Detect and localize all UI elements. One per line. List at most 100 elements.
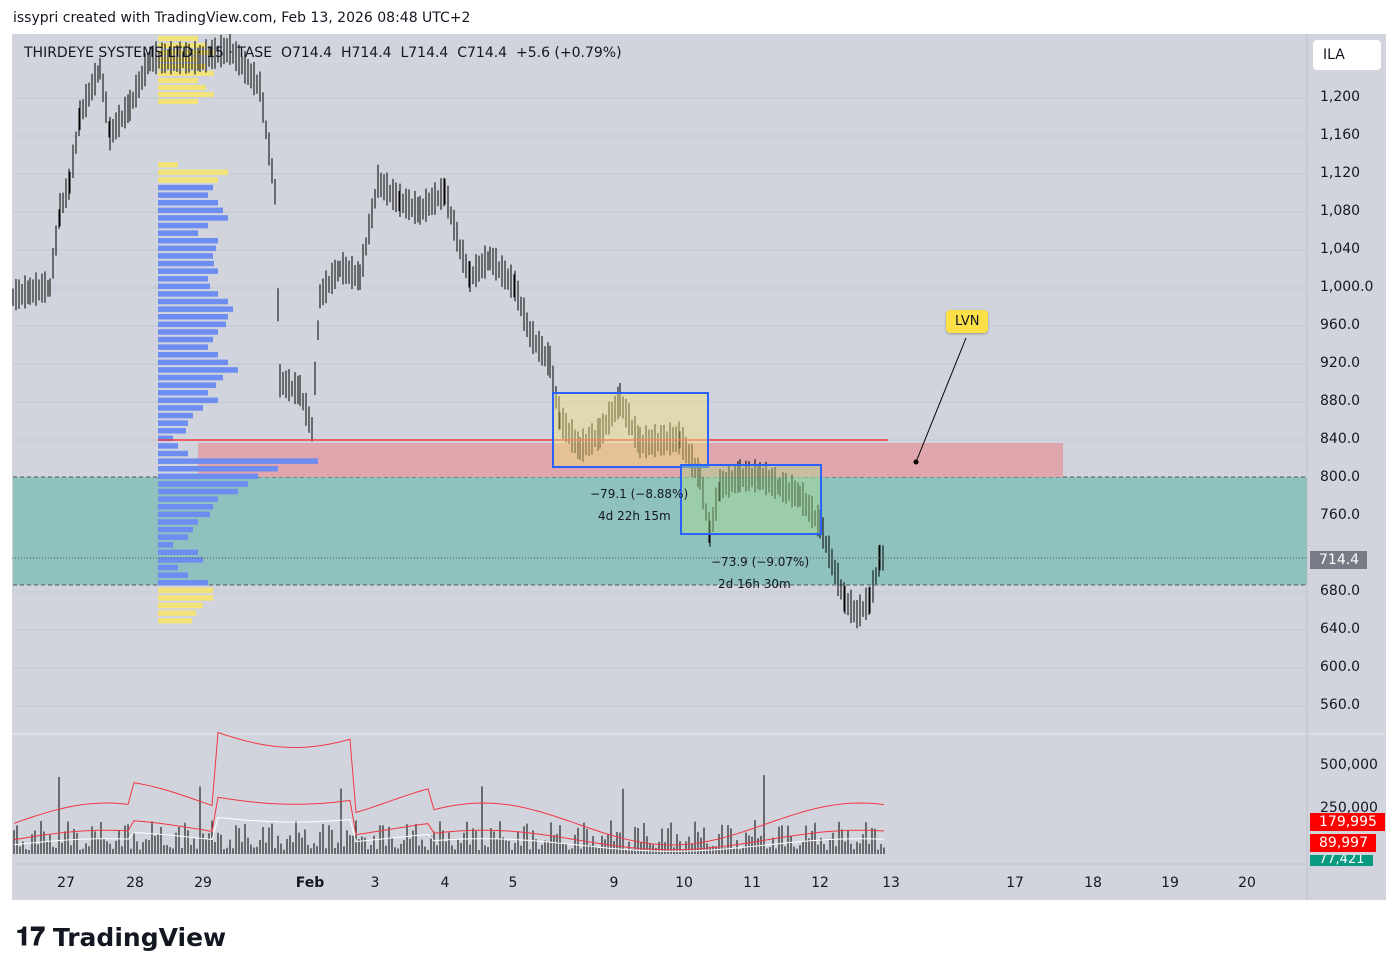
time-axis-label: 27 bbox=[57, 875, 75, 891]
volume-profile-bar bbox=[158, 85, 206, 90]
price-axis-label: 560.0 bbox=[1320, 697, 1361, 713]
volume-profile-bar bbox=[158, 443, 178, 449]
time-axis-label: 20 bbox=[1238, 875, 1256, 891]
time-axis-label: 19 bbox=[1161, 875, 1179, 891]
volume-profile-bar bbox=[158, 245, 216, 252]
lvn-zone bbox=[198, 443, 1063, 477]
volume-profile-bar bbox=[158, 580, 208, 586]
time-axis-label: 9 bbox=[609, 875, 619, 891]
price-axis-label: 1,200 bbox=[1320, 89, 1361, 105]
volume-profile-bar bbox=[158, 99, 198, 104]
lvn-callout[interactable]: LVN bbox=[946, 310, 989, 333]
volume-profile-bar bbox=[158, 519, 198, 525]
support-zone bbox=[13, 477, 1307, 585]
time-axis-label: 4 bbox=[440, 875, 450, 891]
volume-profile-bar bbox=[158, 276, 208, 282]
volume-profile-bar bbox=[158, 260, 214, 267]
price-axis-label: 1,080 bbox=[1320, 203, 1361, 219]
volume-ma-fast-tag: 89,997 bbox=[1310, 834, 1376, 852]
currency-button[interactable]: ILA bbox=[1313, 40, 1381, 70]
volume-profile-bar bbox=[158, 238, 218, 244]
volume-profile-bar bbox=[158, 253, 213, 259]
price-axis-label: 760.0 bbox=[1320, 507, 1361, 523]
time-axis-label: 11 bbox=[743, 875, 761, 891]
tv-logo-icon: 𝟏𝟕 bbox=[16, 922, 45, 952]
volume-profile-bar bbox=[158, 511, 210, 518]
volume-profile-bar bbox=[158, 428, 186, 434]
chart-canvas[interactable] bbox=[12, 34, 1386, 900]
volume-profile-bar bbox=[158, 390, 208, 396]
tradingview-logo[interactable]: 𝟏𝟕 TradingView bbox=[16, 922, 227, 952]
volume-profile-bar bbox=[158, 162, 178, 168]
volume-ma-mid bbox=[13, 796, 885, 851]
volume-profile-bar bbox=[158, 572, 188, 578]
volume-profile-bar bbox=[158, 268, 218, 274]
lvn-callout-line bbox=[915, 337, 967, 463]
volume-profile-bar bbox=[158, 298, 228, 305]
time-axis-label: 18 bbox=[1084, 875, 1102, 891]
volume-profile-bar bbox=[158, 602, 203, 609]
volume-profile-bar bbox=[158, 405, 203, 411]
time-axis-label: 17 bbox=[1006, 875, 1024, 891]
volume-profile-bar bbox=[158, 587, 213, 594]
volume-profile-bar bbox=[158, 450, 188, 457]
lvn-anchor bbox=[913, 459, 919, 465]
volume-profile-bar bbox=[158, 64, 206, 69]
volume-ma-upper bbox=[13, 731, 885, 846]
time-axis-label: 28 bbox=[126, 875, 144, 891]
volume-profile-bar bbox=[158, 192, 208, 198]
time-axis-label: Feb bbox=[295, 875, 325, 891]
volume-profile-bar bbox=[158, 200, 218, 206]
measure-2-change: −73.9 (−9.07%) bbox=[711, 555, 810, 569]
measure-box-1 bbox=[552, 392, 709, 468]
volume-profile-bar bbox=[158, 526, 193, 533]
volume-profile-bar bbox=[158, 412, 193, 419]
price-axis-label: 1,120 bbox=[1320, 165, 1361, 181]
price-axis-label: 1,000.0 bbox=[1320, 279, 1374, 295]
volume-profile-bar bbox=[158, 336, 213, 343]
volume-profile-bar bbox=[158, 542, 173, 548]
chart-caption: issypri created with TradingView.com, Fe… bbox=[13, 10, 471, 26]
volume-profile-bar bbox=[158, 359, 228, 366]
measure-box-2 bbox=[680, 464, 822, 535]
time-axis-label: 12 bbox=[811, 875, 829, 891]
volume-profile-bar bbox=[158, 557, 203, 563]
volume-profile-bar bbox=[158, 36, 198, 41]
measure-2-time: 2d 16h 30m bbox=[718, 577, 791, 591]
volume-profile-bar bbox=[158, 374, 223, 381]
volume-profile-bar bbox=[158, 57, 198, 62]
volume-profile-bar bbox=[158, 78, 198, 83]
volume-profile-bar bbox=[158, 367, 238, 373]
measure-1-time: 4d 22h 15m bbox=[598, 509, 671, 523]
volume-profile-bar bbox=[158, 382, 216, 388]
time-axis-label: 29 bbox=[194, 875, 212, 891]
time-axis-label: 10 bbox=[675, 875, 693, 891]
volume-profile-bar bbox=[158, 215, 228, 221]
volume-profile-bar bbox=[158, 488, 238, 495]
volume-profile-bar bbox=[158, 321, 226, 328]
volume-profile-bar bbox=[158, 222, 208, 229]
volume-profile-bar bbox=[158, 610, 196, 616]
volume-profile-bar bbox=[158, 435, 173, 442]
volume-profile-bar bbox=[158, 177, 218, 183]
volume-profile-bar bbox=[158, 481, 248, 487]
volume-ma-lower bbox=[13, 817, 885, 852]
time-axis-label: 3 bbox=[370, 875, 380, 891]
price-axis-label: 1,040 bbox=[1320, 241, 1361, 257]
price-axis-label: 640.0 bbox=[1320, 621, 1361, 637]
volume-profile-bar bbox=[158, 473, 258, 480]
volume-profile-bar bbox=[158, 534, 188, 540]
symbol-legend[interactable]: THIRDEYE SYSTEMS LTD · 15 · TASE O714.4 … bbox=[24, 45, 622, 61]
chart-area[interactable] bbox=[12, 34, 1386, 900]
volume-profile-bar bbox=[158, 496, 218, 502]
volume-profile-bar bbox=[158, 184, 213, 191]
price-axis-label: 680.0 bbox=[1320, 583, 1361, 599]
price-axis-label: 920.0 bbox=[1320, 355, 1361, 371]
volume-profile-bar bbox=[158, 564, 178, 571]
price-axis-label: 600.0 bbox=[1320, 659, 1361, 675]
last-price-tag: 714.4 bbox=[1310, 551, 1368, 569]
volume-profile-bar bbox=[158, 618, 192, 624]
price-axis-label: 840.0 bbox=[1320, 431, 1361, 447]
volume-profile-bar bbox=[158, 458, 318, 464]
volume-profile-bar bbox=[158, 397, 218, 404]
